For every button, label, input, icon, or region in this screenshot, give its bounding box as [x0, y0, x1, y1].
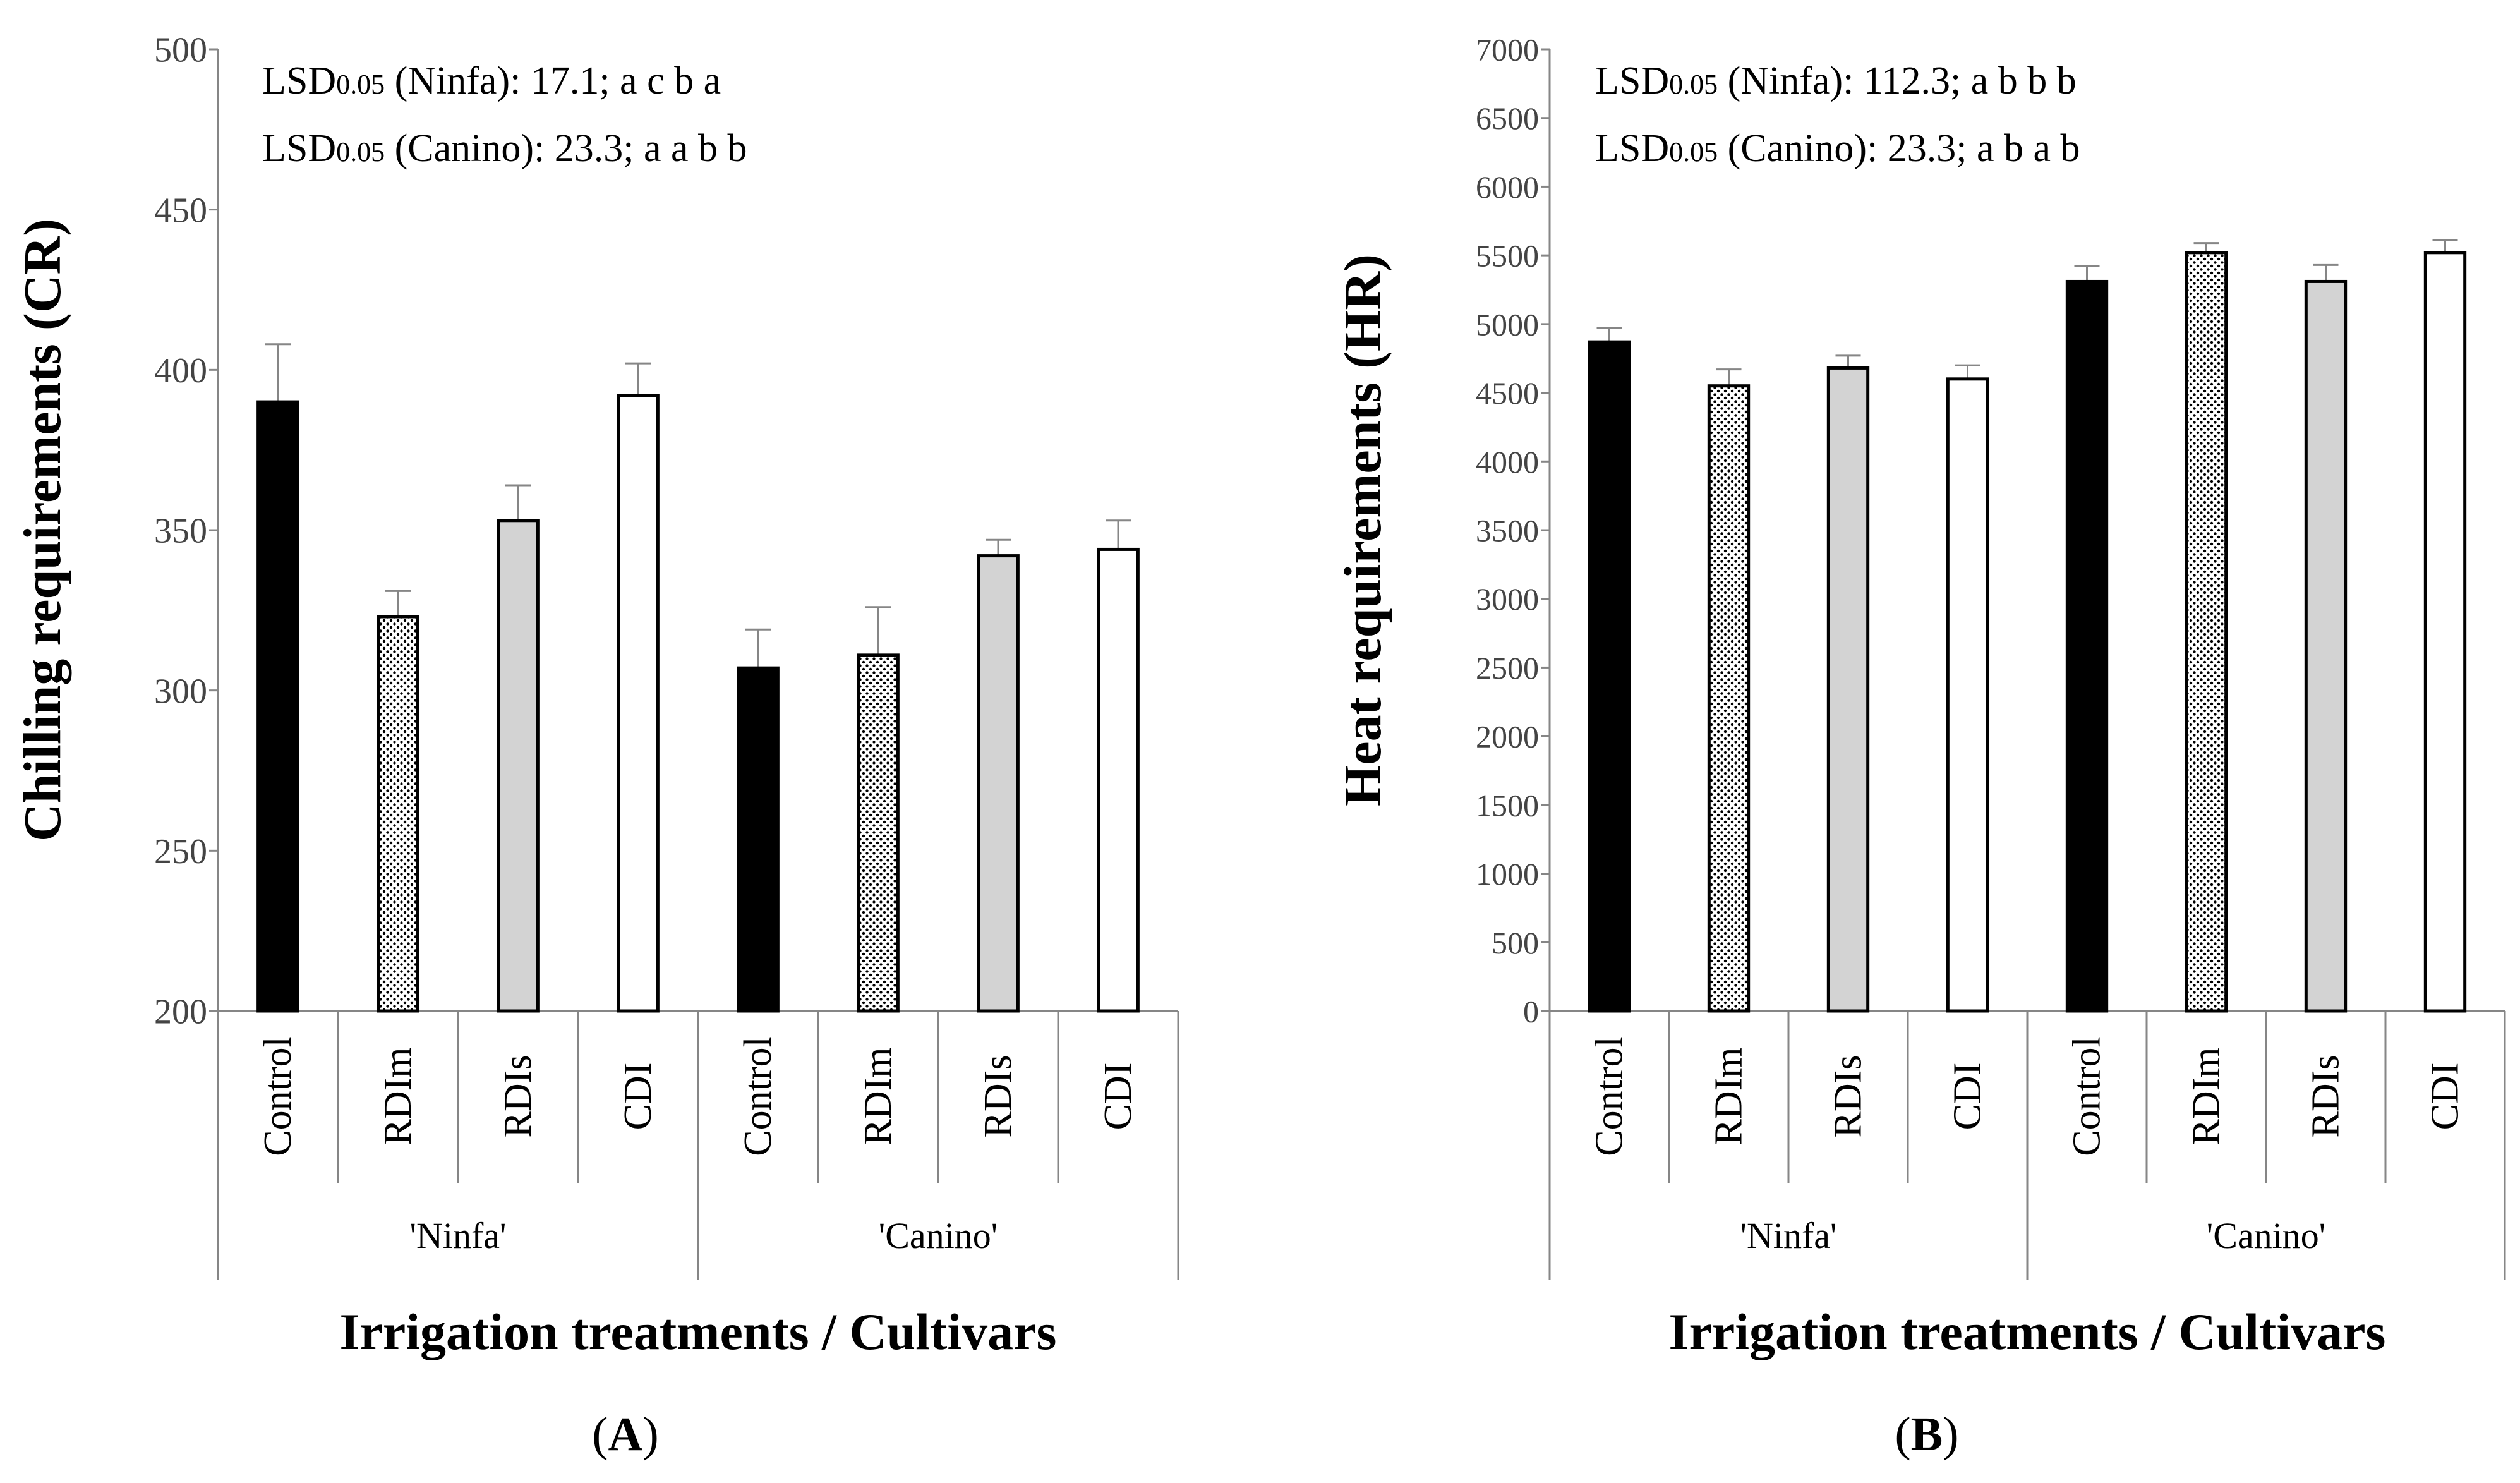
lsd-text: (Canino): 23.3; a b a b — [1718, 127, 2080, 170]
x-category-label: Control — [737, 1036, 780, 1156]
bar-control-canino — [737, 666, 780, 1013]
y-tick-label: 1500 — [1476, 787, 1539, 823]
x-axis-title: Irrigation treatments / Cultivars — [340, 1303, 1057, 1360]
y-tick-label: 6500 — [1476, 100, 1539, 136]
lsd-text: (Ninfa): 112.3; a b b b — [1718, 59, 2077, 102]
x-group-label: 'Ninfa' — [1740, 1215, 1837, 1256]
y-tick-label: 300 — [154, 672, 207, 711]
lsd-annotation: LSD0.05 (Canino): 23.3; a a b b — [262, 127, 747, 170]
y-tick-label: 4000 — [1476, 444, 1539, 480]
bar-cdi-canino — [2423, 251, 2467, 1013]
chart-panel-a: 200 250 300 350 400 450 500 Control RDIm RDIs CDI C… — [13, 31, 1179, 1461]
lsd-annotation: LSD0.05 (Canino): 23.3; a b a b — [1595, 127, 2080, 170]
chart-panel-b: 0 500 1000 1500 2000 2500 3000 3500 4000 4500 5000… — [1334, 32, 2506, 1461]
lsd-subscript: 0.05 — [1669, 136, 1718, 167]
bar-rdis-ninfa — [497, 519, 540, 1013]
y-tick-label: 500 — [1492, 925, 1539, 960]
y-tick-label: 6000 — [1476, 169, 1539, 205]
x-category-label: RDIs — [1827, 1055, 1870, 1138]
x-axis-title: Irrigation treatments / Cultivars — [1669, 1303, 2386, 1360]
x-category-label: CDI — [1946, 1063, 1989, 1130]
panel-label: (B) — [1895, 1408, 1958, 1461]
x-category-label: RDIm — [2185, 1048, 2228, 1146]
panel-label: (A) — [592, 1408, 659, 1461]
x-category-label: CDI — [1097, 1063, 1140, 1130]
bar-rdim-canino — [857, 653, 900, 1013]
x-category-label: RDIs — [977, 1055, 1020, 1138]
x-category-label: RDIm — [377, 1048, 419, 1146]
lsd-subscript: 0.05 — [1669, 69, 1718, 100]
y-tick-label: 4500 — [1476, 375, 1539, 411]
y-tick-label: 1000 — [1476, 856, 1539, 892]
x-category-label: RDIm — [1708, 1048, 1751, 1146]
x-group-label: 'Canino' — [879, 1215, 998, 1256]
bar-rdis-ninfa — [1826, 366, 1870, 1013]
bar-cdi-canino — [1097, 547, 1140, 1013]
x-category-label: Control — [1588, 1036, 1631, 1156]
y-axis-title: Chilling requirements (CR) — [13, 219, 72, 842]
x-category-label: RDIs — [497, 1055, 540, 1138]
lsd-prefix: LSD — [262, 127, 336, 170]
bar-rdis-canino — [2304, 279, 2348, 1013]
y-tick-label: 5500 — [1476, 238, 1539, 274]
bar-cdi-ninfa — [1946, 377, 1989, 1013]
lsd-annotation: LSD0.05 (Ninfa): 17.1; a c b a — [262, 59, 721, 102]
panel-label-close: ) — [642, 1408, 658, 1461]
y-tick-label: 200 — [154, 993, 207, 1032]
x-category-label: RDIs — [2305, 1055, 2348, 1138]
y-tick-label: 3000 — [1476, 581, 1539, 617]
y-tick-label: 7000 — [1476, 32, 1539, 68]
y-axis-title: Heat requirements (HR) — [1334, 254, 1392, 806]
panel-label-open: ( — [1895, 1408, 1910, 1461]
bar-rdis-canino — [977, 554, 1020, 1013]
y-tick-label: 350 — [154, 512, 207, 551]
y-tick-label: 2500 — [1476, 650, 1539, 686]
lsd-annotation: LSD0.05 (Ninfa): 112.3; a b b b — [1595, 59, 2077, 102]
lsd-text: (Ninfa): 17.1; a c b a — [385, 59, 721, 102]
lsd-prefix: LSD — [262, 59, 336, 102]
lsd-text: (Canino): 23.3; a a b b — [385, 127, 747, 170]
y-tick-label: 2000 — [1476, 719, 1539, 754]
x-category-label: Control — [2066, 1036, 2109, 1156]
lsd-subscript: 0.05 — [336, 136, 385, 167]
bar-control-ninfa — [256, 400, 299, 1013]
x-category-label: CDI — [2424, 1063, 2467, 1130]
bar-control-canino — [2065, 279, 2109, 1013]
panel-label-close: ) — [1943, 1408, 1958, 1461]
bar-control-ninfa — [1588, 340, 1631, 1013]
y-tick-label: 400 — [154, 351, 207, 390]
panel-label-letter: B — [1911, 1408, 1943, 1461]
x-category-label: CDI — [617, 1063, 660, 1130]
lsd-prefix: LSD — [1595, 59, 1669, 102]
bar-cdi-ninfa — [617, 394, 660, 1013]
x-group-label: 'Ninfa' — [410, 1215, 507, 1256]
bar-rdim-ninfa — [1707, 384, 1751, 1013]
x-category-label: Control — [256, 1036, 299, 1156]
y-tick-label: 5000 — [1476, 306, 1539, 342]
y-tick-label: 250 — [154, 832, 207, 871]
y-tick-label: 450 — [154, 191, 207, 230]
x-category-label: RDIm — [857, 1048, 900, 1146]
panel-label-letter: A — [608, 1408, 643, 1461]
y-tick-label: 0 — [1523, 994, 1539, 1029]
lsd-subscript: 0.05 — [336, 69, 385, 100]
y-tick-label: 3500 — [1476, 513, 1539, 548]
bar-rdim-canino — [2185, 251, 2228, 1013]
bar-rdim-ninfa — [377, 615, 419, 1013]
x-group-label: 'Canino' — [2207, 1215, 2325, 1256]
lsd-prefix: LSD — [1595, 127, 1669, 170]
y-tick-label: 500 — [154, 31, 207, 70]
panel-label-open: ( — [592, 1408, 608, 1461]
